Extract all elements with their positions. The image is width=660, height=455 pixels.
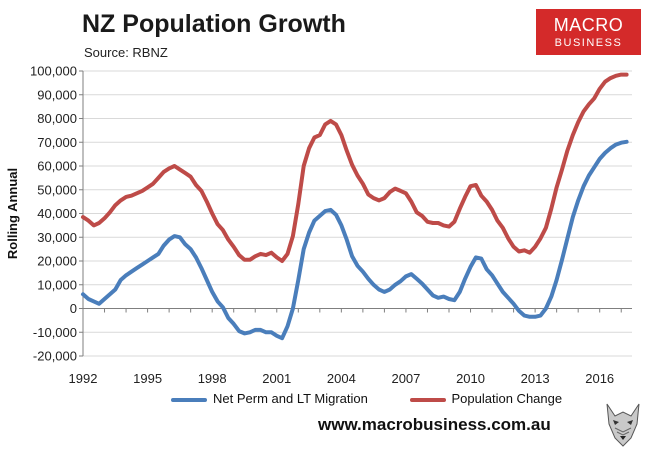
y-tick-label: 80,000 — [37, 111, 77, 126]
y-tick-label: 70,000 — [37, 135, 77, 150]
website-url: www.macrobusiness.com.au — [318, 415, 551, 434]
chart-legend: Net Perm and LT Migration Population Cha… — [171, 391, 600, 406]
logo-line-1: MACRO — [553, 15, 624, 35]
x-tick-label: 1995 — [133, 371, 162, 386]
x-tick-label: 2004 — [327, 371, 356, 386]
legend-item-migration: Net Perm and LT Migration — [171, 391, 368, 406]
y-tick-label: 20,000 — [37, 254, 77, 269]
population-line-chart: -20,000 -10,000 0 10,000 20,000 30,000 40,000 5… — [5, 64, 632, 386]
x-tick-label: 2001 — [262, 371, 291, 386]
x-tick-label: 2007 — [391, 371, 420, 386]
macrobusiness-logo: MACRO BUSINESS — [536, 9, 641, 55]
y-axis-label: Rolling Annual — [5, 168, 20, 259]
y-tick-label: 10,000 — [37, 277, 77, 292]
wolf-icon — [606, 403, 640, 447]
y-tick-label: -20,000 — [33, 349, 77, 364]
logo-line-2: BUSINESS — [554, 37, 623, 49]
legend-swatch-population — [409, 397, 446, 402]
y-tick-label: 50,000 — [37, 182, 77, 197]
legend-item-population: Population Change — [409, 391, 563, 406]
chart-title: NZ Population Growth — [82, 10, 346, 38]
series-line-migration — [81, 139, 629, 341]
legend-swatch-migration — [171, 397, 207, 402]
legend-label-population: Population Change — [451, 391, 563, 406]
x-tick-label: 2010 — [456, 371, 485, 386]
y-tick-label: 30,000 — [37, 230, 77, 245]
legend-label-migration: Net Perm and LT Migration — [213, 391, 368, 406]
y-tick-label: 0 — [70, 301, 77, 316]
y-tick-label: 100,000 — [30, 64, 77, 79]
x-tick-label: 1992 — [69, 371, 98, 386]
y-tick-label: 60,000 — [37, 159, 77, 174]
x-tick-label: 2016 — [585, 371, 614, 386]
series-line-population — [81, 72, 629, 263]
y-tick-label: -10,000 — [33, 325, 77, 340]
chart-source: Source: RBNZ — [84, 45, 168, 60]
y-tick-label: 40,000 — [37, 206, 77, 221]
x-tick-label: 1998 — [198, 371, 227, 386]
x-tick-label: 2013 — [521, 371, 550, 386]
y-tick-label: 90,000 — [37, 87, 77, 102]
